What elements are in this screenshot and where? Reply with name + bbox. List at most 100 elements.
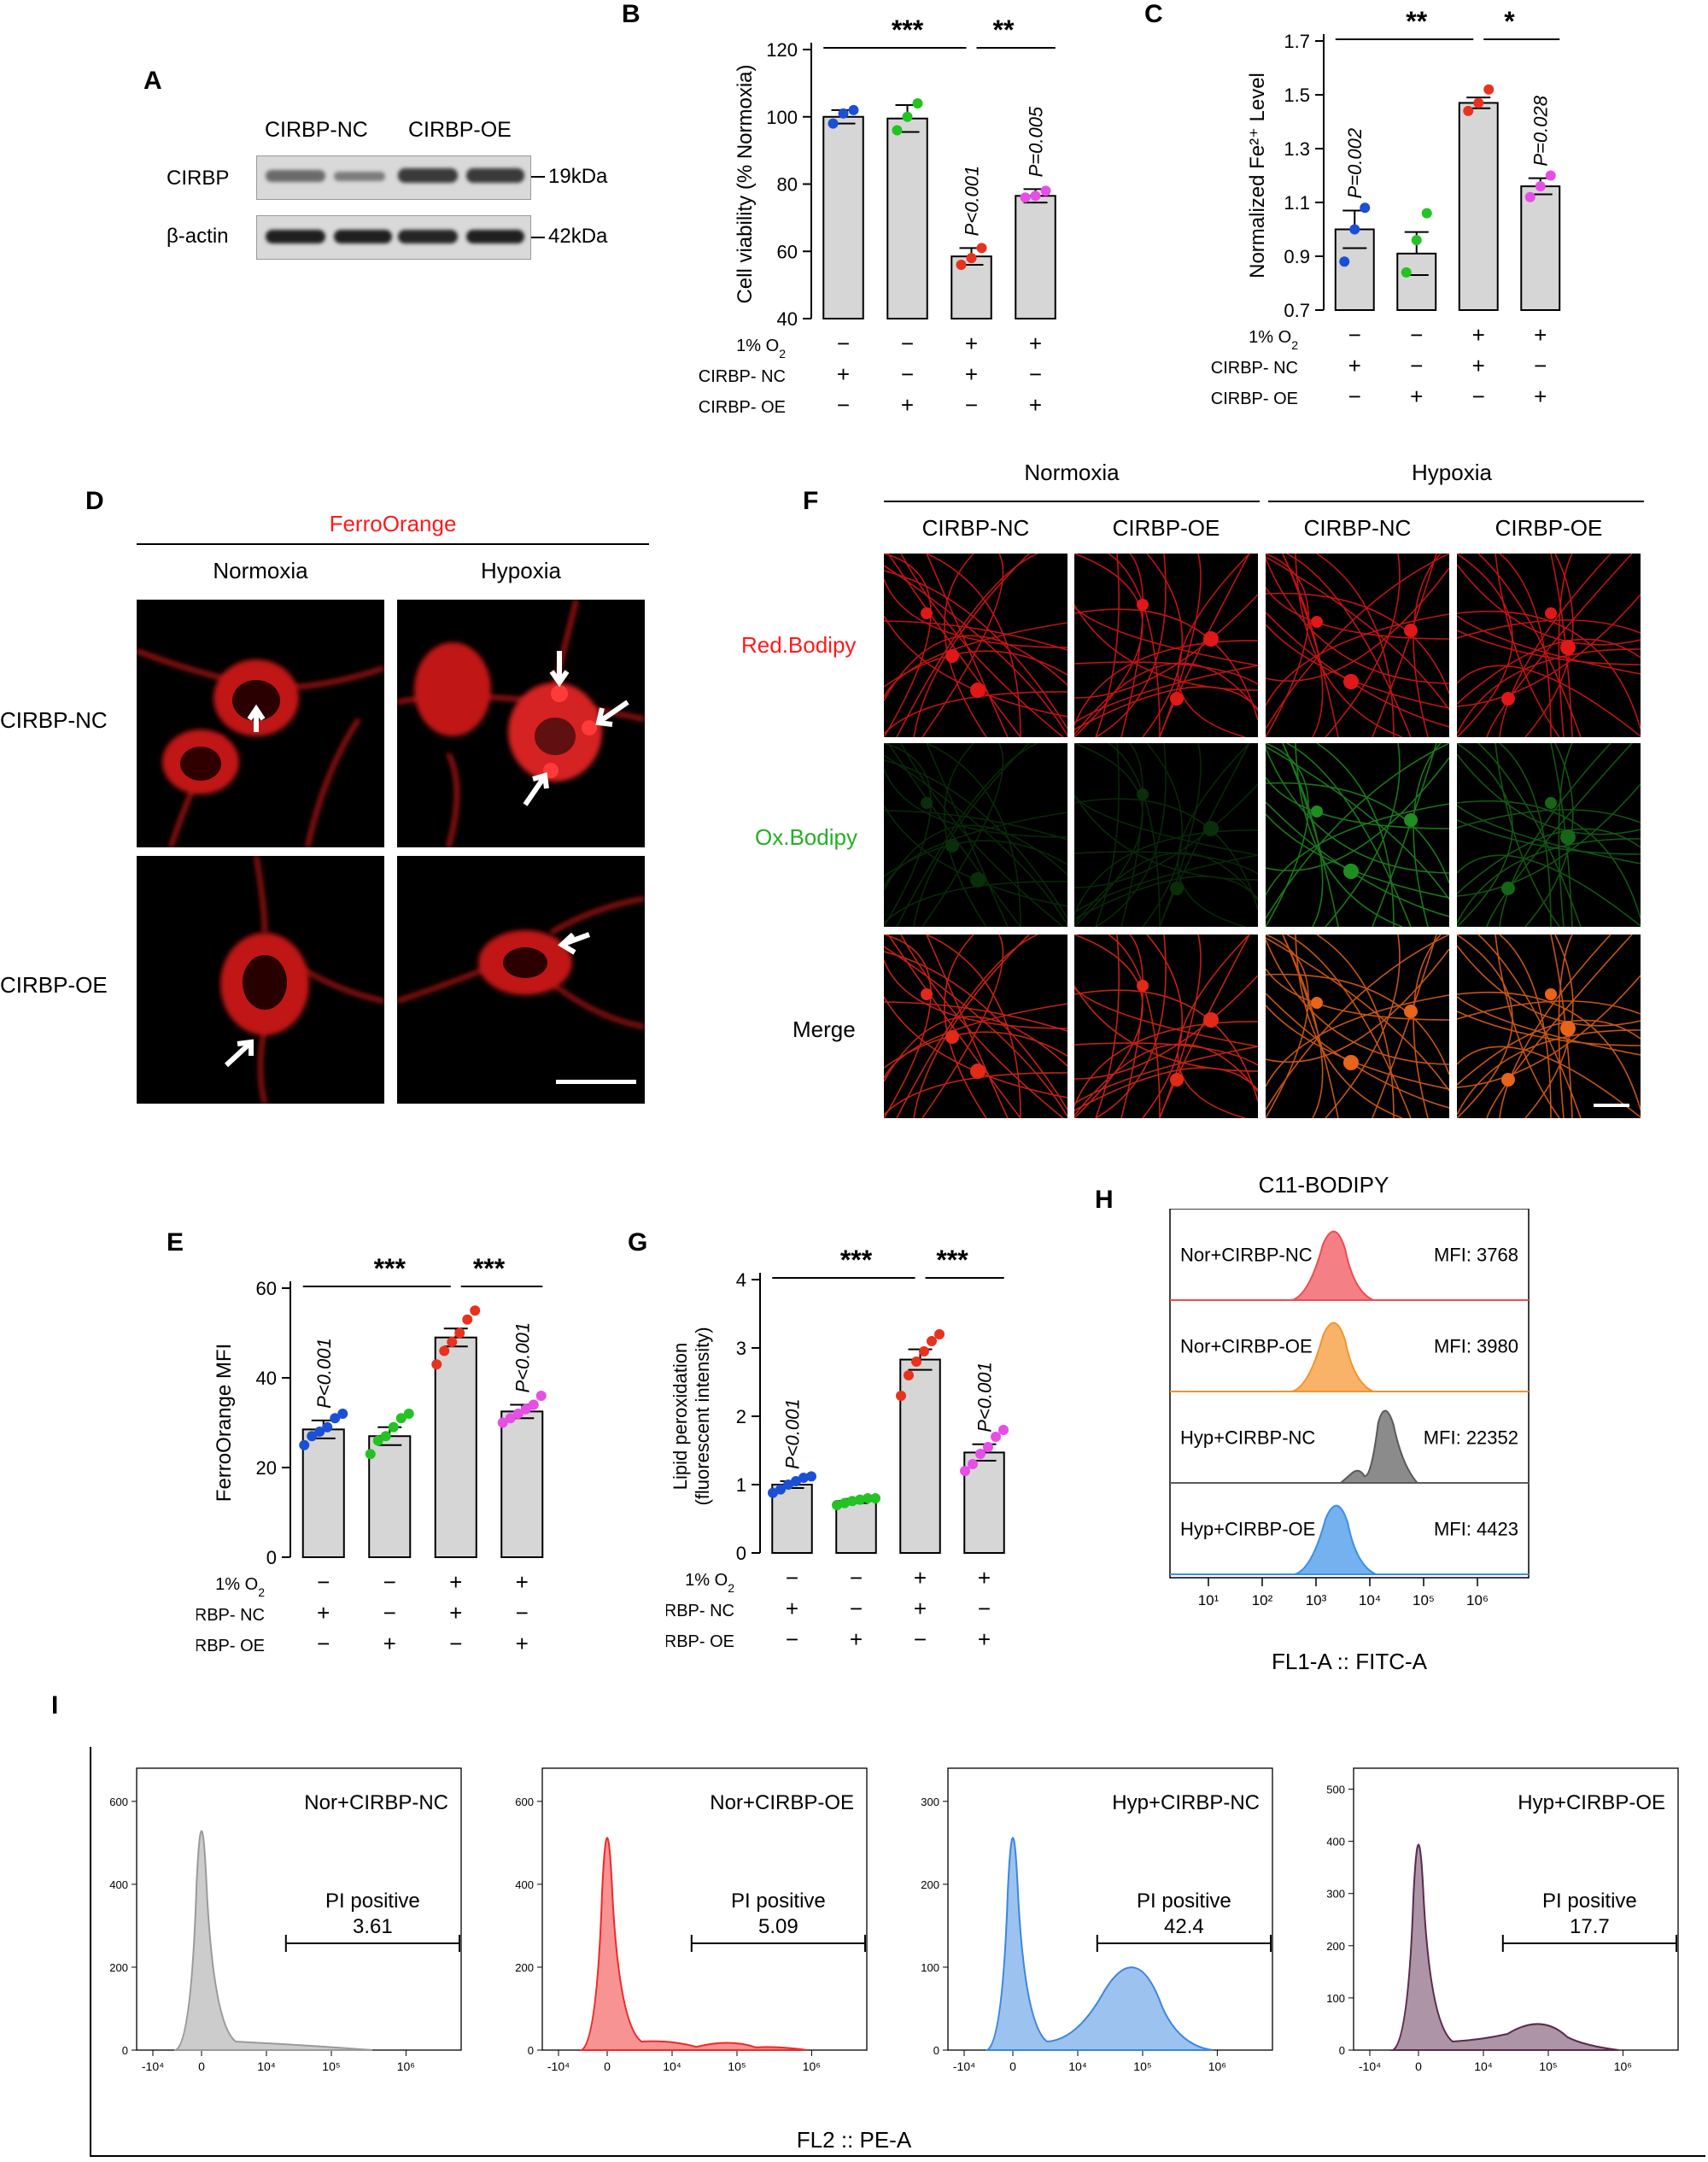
h-hist-1	[1291, 1321, 1374, 1392]
h-mfi-3: MFI: 4423	[1434, 1519, 1518, 1540]
g-sign-2-2: −	[914, 1626, 927, 1652]
f-row-red: Red.Bodipy	[741, 632, 857, 658]
e-bar-0	[301, 1428, 345, 1558]
f-row-ox: Ox.Bodipy	[755, 824, 857, 850]
f-line-normoxia	[884, 501, 1260, 502]
c-treatment-label-0: 1% O2	[1249, 328, 1298, 352]
c-point-0-0	[1339, 256, 1350, 267]
g-point-3-5	[998, 1425, 1009, 1435]
h-series-name-3: Hyp+CIRBP-OE	[1180, 1519, 1315, 1540]
wb-group-oe: CIRBP-OE	[408, 118, 512, 142]
i-ytick-label-1-2: 400	[515, 1878, 534, 1891]
g-point-0-1	[775, 1484, 786, 1495]
e-pvalue-3: P<0.001	[512, 1322, 533, 1393]
b-sign-0-3: +	[1029, 331, 1042, 356]
e-sign-2-1: +	[383, 1631, 396, 1656]
e-point-3-3	[520, 1403, 531, 1415]
e-point-2-1	[439, 1345, 450, 1356]
b-sign-2-3: +	[1029, 392, 1042, 418]
chart-e: 0 20 40 60 FerroOrange MFI P<0.001 P<0.001 *** *…	[196, 1253, 547, 1656]
i-xtick-label-3-3: 10⁵	[1539, 2059, 1557, 2073]
g-sign-1-0: +	[786, 1596, 798, 1621]
g-sign-1-2: +	[914, 1596, 927, 1621]
h-mfi-1: MFI: 3980	[1434, 1336, 1518, 1357]
c-point-1-0	[1401, 267, 1412, 278]
e-sign-1-2: +	[449, 1600, 462, 1626]
b-sign-0-2: +	[965, 331, 978, 356]
h-frame	[1169, 1209, 1530, 1579]
g-point-1-2	[847, 1496, 857, 1507]
panel-letter-d: D	[85, 487, 104, 515]
i-xtick-label-0-1: 0	[198, 2059, 205, 2073]
c-ytick-label-2: 1.1	[1284, 192, 1310, 214]
b-ytick-label-0: 40	[777, 308, 798, 330]
e-ytick-label-0: 0	[266, 1547, 277, 1568]
h-xtick-label-5: 10⁶	[1466, 1592, 1489, 1608]
b-point-0-2	[848, 104, 859, 115]
b-point-3-1	[1030, 190, 1041, 202]
c-sign-1-2: +	[1472, 353, 1485, 378]
b-point-1-2	[912, 98, 923, 108]
g-point-2-4	[927, 1336, 937, 1346]
i-name-3: Hyp+CIRBP-OE	[1518, 1791, 1665, 1814]
c-ytick-label-5: 1.7	[1284, 31, 1310, 52]
g-ytick-label-1: 1	[736, 1474, 746, 1496]
d-row-oe: CIRBP-OE	[0, 972, 108, 998]
c-sign-2-3: +	[1534, 384, 1547, 409]
f-image-r2-c3	[1457, 935, 1641, 1118]
b-point-3-0	[1020, 192, 1031, 203]
f-cond-normoxia: Normoxia	[1024, 460, 1120, 485]
e-point-3-1	[505, 1413, 516, 1424]
e-point-1-5	[403, 1409, 414, 1419]
b-sign-2-2: −	[965, 392, 978, 418]
b-point-2-0	[956, 260, 967, 270]
b-point-0-1	[838, 108, 849, 119]
f-line-hypoxia	[1268, 501, 1644, 502]
f-image-r2-c2	[1266, 935, 1449, 1118]
g-point-0-2	[783, 1479, 793, 1490]
e-sign-0-1: −	[383, 1569, 396, 1595]
c-point-2-0	[1463, 105, 1474, 116]
b-treatment-label-1: CIRBP- NC	[699, 367, 786, 386]
chart-c: 0.7 0.9 1.1 1.3 1.5 1.7 Normalized Fe²⁺ Level P…	[1211, 6, 1561, 409]
c-sign-0-0: −	[1348, 322, 1361, 348]
i-ytick-label-0-2: 400	[109, 1878, 128, 1891]
e-point-3-5	[535, 1391, 547, 1401]
c-sign-2-1: +	[1410, 384, 1423, 409]
wb-blot-cirbp	[256, 155, 531, 200]
g-point-3-4	[991, 1432, 1001, 1442]
i-xtick-label-2-1: 0	[1009, 2059, 1016, 2073]
b-sign-2-1: +	[901, 392, 914, 418]
b-sig-text-1: ***	[892, 15, 924, 45]
i-xtick-label-0-2: 10⁴	[257, 2059, 276, 2073]
i-xtick-label-2-0: -10⁴	[953, 2059, 975, 2073]
i-gate-label-0: PI positive	[325, 1890, 420, 1913]
c-point-2-1	[1473, 97, 1484, 108]
b-sign-1-1: −	[901, 361, 914, 387]
i-ytick-label-2-2: 200	[921, 1878, 939, 1891]
g-sign-0-2: +	[914, 1565, 927, 1591]
d-row-nc: CIRBP-NC	[0, 707, 108, 733]
panel-letter-a: A	[143, 67, 162, 95]
g-pvalue-3: P<0.001	[974, 1362, 996, 1433]
d-image-nc-hypoxia	[397, 600, 645, 847]
c-point-3-1	[1535, 181, 1546, 192]
f-cond-hypoxia: Hypoxia	[1412, 460, 1492, 485]
e-sign-2-0: −	[317, 1631, 330, 1656]
c-ytick-label-3: 1.3	[1284, 138, 1310, 160]
c-sign-0-3: +	[1534, 322, 1547, 348]
g-point-1-4	[863, 1493, 873, 1503]
g-bar-2	[899, 1358, 941, 1554]
c-point-0-2	[1360, 202, 1371, 214]
b-ytick-label-3: 100	[766, 107, 798, 128]
g-treatment-label-0: 1% O2	[685, 1571, 734, 1595]
e-sign-0-0: −	[317, 1569, 330, 1595]
h-title: C11-BODIPY	[1258, 1172, 1389, 1198]
c-sig-text-2: *	[1504, 6, 1515, 37]
i-xtick-label-2-4: 10⁶	[1208, 2059, 1226, 2073]
e-point-2-3	[454, 1327, 465, 1339]
i-xtick-label-0-4: 10⁶	[397, 2059, 415, 2073]
i-ytick-label-1-0: 0	[528, 2044, 534, 2057]
panel-letter-i: I	[51, 1691, 59, 1720]
i-xlabel: FL2 :: PE-A	[796, 2127, 912, 2153]
